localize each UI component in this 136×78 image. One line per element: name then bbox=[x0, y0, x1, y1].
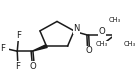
Text: F: F bbox=[0, 44, 5, 53]
Text: CH₃: CH₃ bbox=[123, 41, 135, 47]
Text: F: F bbox=[16, 31, 21, 40]
Text: O: O bbox=[85, 46, 92, 55]
Polygon shape bbox=[32, 45, 47, 51]
Text: N: N bbox=[73, 24, 80, 33]
Text: CH₃: CH₃ bbox=[109, 17, 121, 23]
Text: O: O bbox=[30, 62, 36, 71]
Text: F: F bbox=[15, 62, 20, 71]
Text: O: O bbox=[99, 27, 106, 36]
Text: CH₃: CH₃ bbox=[95, 41, 107, 47]
